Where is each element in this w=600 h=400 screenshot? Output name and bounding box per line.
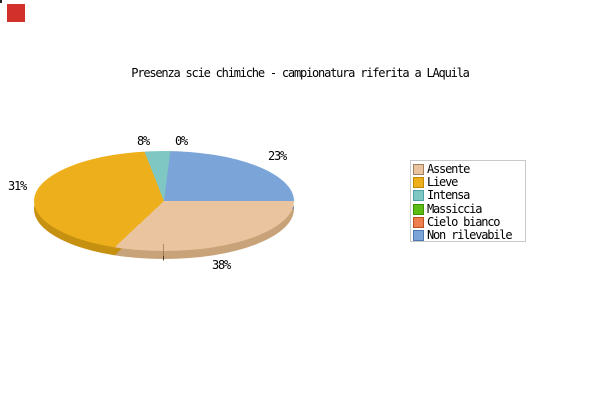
legend-item: Massiccia xyxy=(413,201,525,216)
legend-swatch-lieve-icon xyxy=(413,177,424,189)
legend-item: Non rilevabile xyxy=(413,229,525,242)
legend-item: Cielo bianco xyxy=(413,214,525,229)
red-marker-square xyxy=(7,4,25,22)
legend-label: Lieve xyxy=(427,175,458,190)
slice-guide-line xyxy=(163,244,164,261)
legend-label: Massiccia xyxy=(427,201,482,216)
legend-item: Assente xyxy=(413,163,525,176)
legend-swatch-assente-icon xyxy=(413,164,424,176)
legend-swatch-non-rilevabile-icon xyxy=(413,230,424,242)
legend-item: Lieve xyxy=(413,176,525,189)
legend-label: Cielo bianco xyxy=(427,214,501,229)
legend-swatch-cielo-bianco-icon xyxy=(413,216,424,228)
slice-label-non-rilevabile: 23% xyxy=(268,149,287,163)
legend-label: Non rilevabile xyxy=(427,228,513,243)
legend-label: Intensa xyxy=(427,188,470,203)
chart-title: Presenza scie chimiche - campionatura ri… xyxy=(131,66,470,80)
legend-box: Assente Lieve Intensa Massiccia Cielo bi… xyxy=(410,160,526,242)
pie-top-surface xyxy=(34,151,294,251)
slice-label-assente: 38% xyxy=(212,258,231,272)
slice-guide-tick xyxy=(163,256,164,260)
slice-label-zero: 0% xyxy=(175,134,188,148)
slice-label-intensa: 8% xyxy=(137,134,150,148)
legend-item: Intensa xyxy=(413,189,525,202)
legend-label: Assente xyxy=(427,162,470,177)
legend-swatch-massiccia-icon xyxy=(413,203,424,215)
corner-artifact xyxy=(0,0,2,3)
slice-label-lieve: 31% xyxy=(8,179,27,193)
legend-swatch-intensa-icon xyxy=(413,190,424,202)
